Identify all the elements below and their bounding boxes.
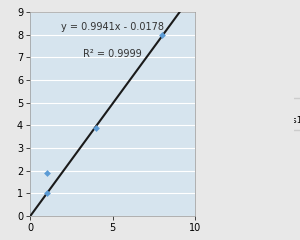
Legend: Series1, Linear (Series1): Series1, Linear (Series1) <box>208 98 300 130</box>
Text: R² = 0.9999: R² = 0.9999 <box>83 49 142 59</box>
Point <box>44 171 49 175</box>
Point <box>44 192 49 195</box>
Point <box>94 126 98 130</box>
Text: y = 0.9941x - 0.0178: y = 0.9941x - 0.0178 <box>61 22 164 32</box>
Point <box>160 33 164 36</box>
